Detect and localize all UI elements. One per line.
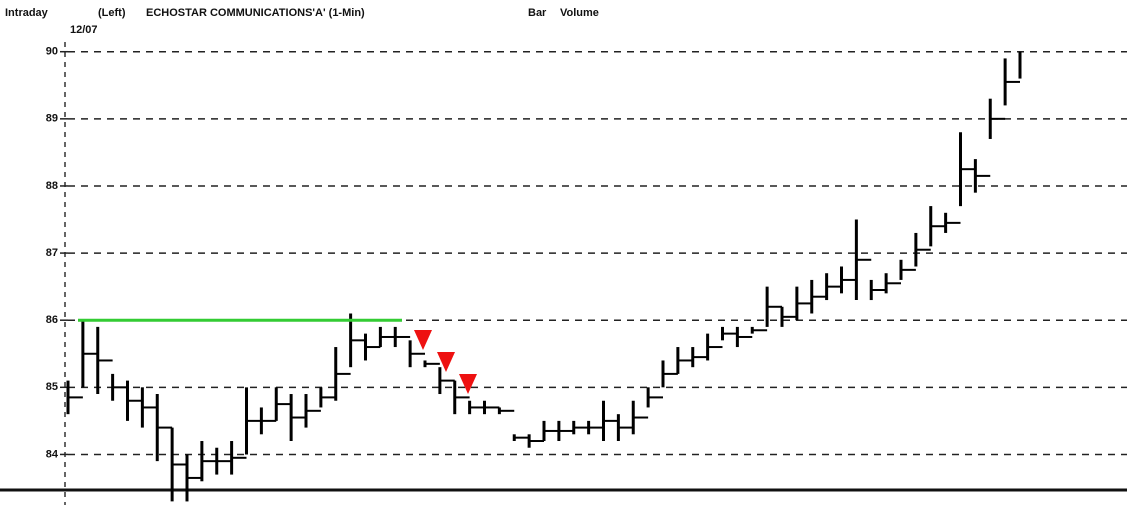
arrow-markers [414,330,477,394]
header-side: (Left) [98,7,126,19]
y-tick-label: 85 [46,381,58,393]
y-tick-label: 90 [46,46,58,58]
down-arrow [459,374,477,394]
header-style: Bar [528,7,547,19]
header-date: 12/07 [70,24,98,36]
header-volume: Volume [560,7,599,19]
header-mode: Intraday [5,7,49,19]
down-arrow [437,352,455,372]
y-tick-label: 89 [46,113,58,125]
down-arrow [414,330,432,350]
y-tick-label: 88 [46,180,58,192]
header-title: ECHOSTAR COMMUNICATIONS'A' (1-Min) [146,7,365,19]
y-tick-label: 87 [46,247,58,259]
y-tick-label: 86 [46,314,58,326]
y-tick-label: 84 [46,448,59,460]
